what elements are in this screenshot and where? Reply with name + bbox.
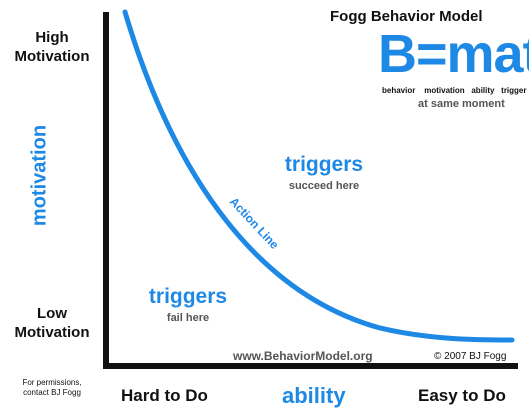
copyright-label: © 2007 BJ Fogg <box>434 351 507 362</box>
low-label-line2: Motivation <box>14 324 90 341</box>
permissions-line2: contact BJ Fogg <box>23 388 81 397</box>
high-motivation-label: High Motivation <box>2 28 102 66</box>
permissions-line1: For permissions, <box>22 378 82 387</box>
x-axis-title: ability <box>282 383 346 408</box>
lower-zone-subtitle: fail here <box>166 312 210 324</box>
lower-zone-title: triggers <box>148 285 228 308</box>
formula-legend: behavior motivation ability trigger <box>382 86 527 95</box>
legend-behavior: behavior <box>382 86 416 95</box>
y-axis-title: motivation <box>28 124 51 227</box>
formula-text: B=mat <box>378 24 529 84</box>
easy-to-do-label: Easy to Do <box>418 386 506 405</box>
action-line-curve <box>122 9 515 343</box>
high-label-line1: High <box>35 29 69 46</box>
model-title: Fogg Behavior Model <box>330 8 483 25</box>
upper-zone-subtitle: succeed here <box>288 180 360 192</box>
high-label-line2: Motivation <box>14 48 90 65</box>
action-line-label: Action Line <box>227 194 282 252</box>
legend-trigger: trigger <box>501 86 527 95</box>
permissions-note: For permissions, contact BJ Fogg <box>2 378 102 398</box>
low-motivation-label: Low Motivation <box>2 304 102 342</box>
upper-zone-title: triggers <box>284 153 364 176</box>
legend-ability: ability <box>471 86 495 95</box>
legend-motivation: motivation <box>424 86 465 95</box>
formula-note: at same moment <box>418 98 505 110</box>
website-label: www.BehaviorModel.org <box>233 349 373 363</box>
hard-to-do-label: Hard to Do <box>121 386 208 405</box>
low-label-line1: Low <box>37 305 67 322</box>
